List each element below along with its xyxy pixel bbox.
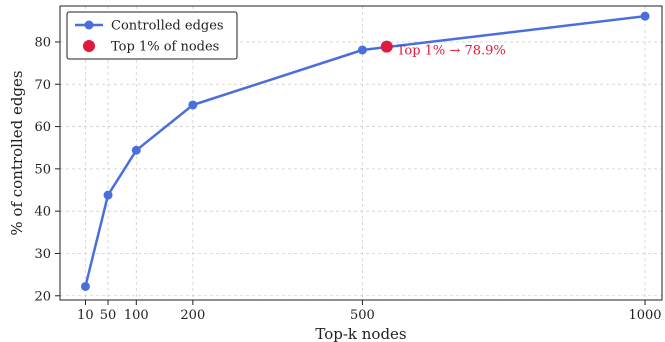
x-axis-ticks: 10 50 100 200 500 1000 bbox=[77, 300, 662, 323]
x-tick-label: 200 bbox=[180, 308, 205, 323]
x-tick-label: 500 bbox=[350, 308, 375, 323]
highlight-annotation: Top 1% → 78.9% bbox=[397, 44, 506, 59]
legend-box bbox=[66, 11, 238, 60]
legend-series-label: Controlled edges bbox=[111, 19, 224, 34]
y-tick-label: 70 bbox=[34, 78, 51, 93]
y-tick-label: 20 bbox=[34, 289, 51, 304]
data-point bbox=[103, 190, 113, 200]
x-tick-label: 100 bbox=[124, 308, 149, 323]
legend-highlight-marker bbox=[83, 40, 95, 52]
highlight-point bbox=[380, 40, 393, 53]
x-tick-label: 1000 bbox=[628, 308, 661, 323]
plot-frame bbox=[59, 5, 663, 301]
x-tick-label: 50 bbox=[100, 308, 117, 323]
data-point bbox=[640, 11, 650, 21]
series-line bbox=[84, 14, 646, 287]
y-tick-label: 40 bbox=[34, 205, 51, 220]
legend-line-marker bbox=[84, 20, 94, 30]
legend-highlight-label: Top 1% of nodes bbox=[111, 40, 219, 55]
y-tick-label: 30 bbox=[34, 247, 51, 262]
x-tick-label: 10 bbox=[77, 308, 94, 323]
y-axis-label: % of controlled edges bbox=[8, 70, 26, 235]
y-tick-label: 50 bbox=[34, 162, 51, 177]
y-tick-label: 80 bbox=[34, 35, 51, 50]
y-tick-label: 60 bbox=[34, 120, 51, 135]
legend: Controlled edges Top 1% of nodes bbox=[66, 11, 238, 60]
highlight-layer: Top 1% → 78.9% bbox=[380, 40, 506, 59]
data-point bbox=[80, 281, 90, 291]
series-layer bbox=[80, 11, 650, 291]
data-point bbox=[357, 45, 367, 55]
x-axis-label: Top-k nodes bbox=[315, 325, 406, 342]
data-point bbox=[131, 145, 141, 155]
data-point bbox=[188, 100, 198, 110]
y-axis-ticks: 20 30 40 50 60 70 80 bbox=[34, 35, 60, 304]
